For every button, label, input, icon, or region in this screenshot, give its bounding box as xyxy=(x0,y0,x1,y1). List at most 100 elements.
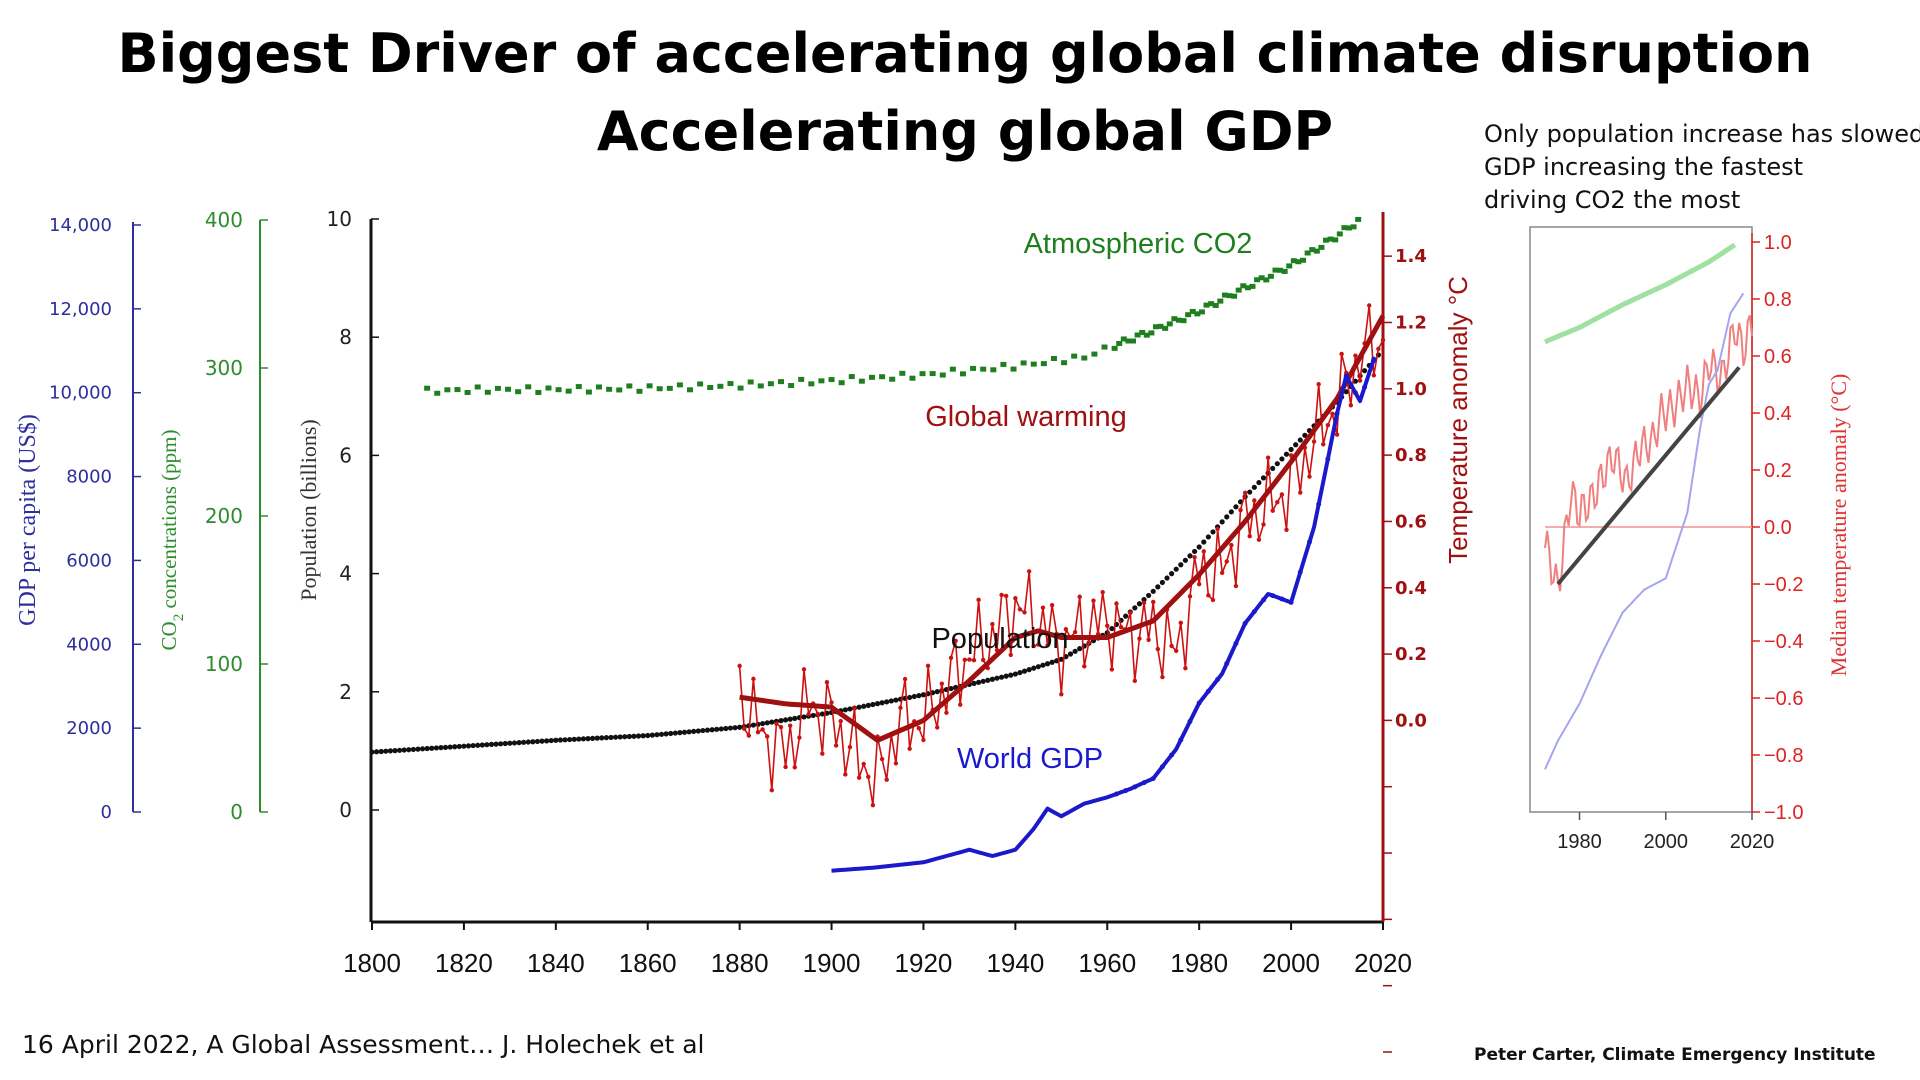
population-point xyxy=(723,725,729,732)
inset-tick-label: 0.8 xyxy=(1764,289,1792,311)
co2-point xyxy=(636,388,643,394)
population-point xyxy=(737,724,743,730)
population-point xyxy=(392,748,398,754)
population-point xyxy=(1049,659,1055,665)
temperature-point xyxy=(1040,605,1046,610)
population-point xyxy=(1169,571,1175,577)
population-point xyxy=(1288,446,1294,453)
temperature-point xyxy=(769,788,775,793)
temperature-point xyxy=(1224,559,1229,564)
temperature-point xyxy=(1229,542,1234,548)
co2-point xyxy=(1323,237,1330,243)
temperature-point xyxy=(1072,629,1078,635)
population-point xyxy=(1293,442,1299,448)
co2-point xyxy=(1355,216,1362,222)
population-point xyxy=(396,747,403,753)
population-point xyxy=(1256,479,1262,486)
population-point xyxy=(681,729,688,735)
temperature-point xyxy=(1215,526,1220,532)
co2-point xyxy=(1166,321,1173,327)
co2-point xyxy=(616,387,623,393)
population-point xyxy=(622,734,628,740)
population-point xyxy=(1123,613,1129,619)
population-point xyxy=(1035,664,1041,670)
temperature-tick-label: 1.2 xyxy=(1395,312,1427,333)
population-point xyxy=(461,743,467,749)
population-point xyxy=(907,694,913,701)
population-point xyxy=(1297,437,1303,443)
co2-point xyxy=(1120,336,1127,342)
world-gdp-point xyxy=(1371,356,1377,362)
co2-point xyxy=(798,376,805,382)
population-point xyxy=(369,749,375,755)
co2-point xyxy=(1185,312,1192,318)
co2-axis-label: CO2 concentrations (ppm) xyxy=(157,430,187,651)
population-point xyxy=(948,685,954,692)
co2-point xyxy=(596,384,603,390)
population-point xyxy=(603,735,609,741)
temperature-point xyxy=(801,667,807,672)
population-point xyxy=(1270,465,1276,472)
co2-point xyxy=(1240,283,1247,289)
x-tick-label: 1920 xyxy=(895,948,953,978)
population-point xyxy=(567,736,573,743)
co2-point xyxy=(1290,258,1297,264)
temperature-point xyxy=(1049,603,1055,608)
population-point xyxy=(521,739,527,745)
temperature-point xyxy=(1265,455,1271,460)
population-point xyxy=(1132,605,1138,611)
co2-point xyxy=(929,371,936,377)
temperature-point xyxy=(1376,346,1381,352)
population-point xyxy=(442,744,449,750)
population-point xyxy=(433,745,439,751)
co2-point xyxy=(707,385,714,391)
co2-point xyxy=(1313,248,1320,254)
population-point xyxy=(410,746,416,753)
population-point xyxy=(934,689,940,695)
co2-tick-label: 400 xyxy=(205,208,243,232)
inset-tick-label: 0.0 xyxy=(1764,517,1792,539)
co2-point xyxy=(848,374,855,380)
co2-point xyxy=(1267,273,1274,279)
co2-point xyxy=(697,381,704,387)
co2-point xyxy=(838,380,845,386)
population-point xyxy=(760,720,766,727)
co2-point xyxy=(515,389,522,395)
population-point xyxy=(1044,661,1051,667)
world-gdp-point xyxy=(1352,390,1358,396)
co2-tick-label: 100 xyxy=(205,652,243,676)
world-gdp-point xyxy=(1205,688,1211,694)
world-gdp-point xyxy=(1159,764,1165,770)
temperature-tick-label: 0.8 xyxy=(1395,445,1427,466)
temperature-point xyxy=(866,774,871,780)
population-point xyxy=(1155,584,1161,590)
co2-point xyxy=(1143,332,1150,338)
co2-point xyxy=(676,382,683,388)
co2-point xyxy=(980,366,987,372)
population-point xyxy=(511,740,518,746)
temperature-point xyxy=(1183,666,1188,671)
co2-point xyxy=(656,386,663,392)
population-point xyxy=(635,733,642,739)
population-point xyxy=(373,749,380,755)
population-point xyxy=(810,712,816,719)
population-point xyxy=(971,680,977,686)
inset-frame xyxy=(1529,226,1753,813)
x-tick-label: 1840 xyxy=(527,948,585,978)
population-point xyxy=(484,742,490,748)
co2-tick-label: 0 xyxy=(230,800,243,824)
population-point xyxy=(1141,597,1147,603)
population-point xyxy=(663,731,669,737)
co2-point xyxy=(1091,351,1098,357)
temperature-point xyxy=(971,657,977,663)
temperature-point xyxy=(778,724,784,730)
co2-point xyxy=(949,366,956,372)
population-point xyxy=(617,734,623,740)
population-point xyxy=(640,733,646,739)
population-point xyxy=(493,741,499,747)
temperature-point xyxy=(953,638,958,643)
population-point xyxy=(580,736,586,742)
population-point xyxy=(714,726,720,732)
population-point xyxy=(557,737,564,743)
co2-point xyxy=(1327,236,1334,242)
